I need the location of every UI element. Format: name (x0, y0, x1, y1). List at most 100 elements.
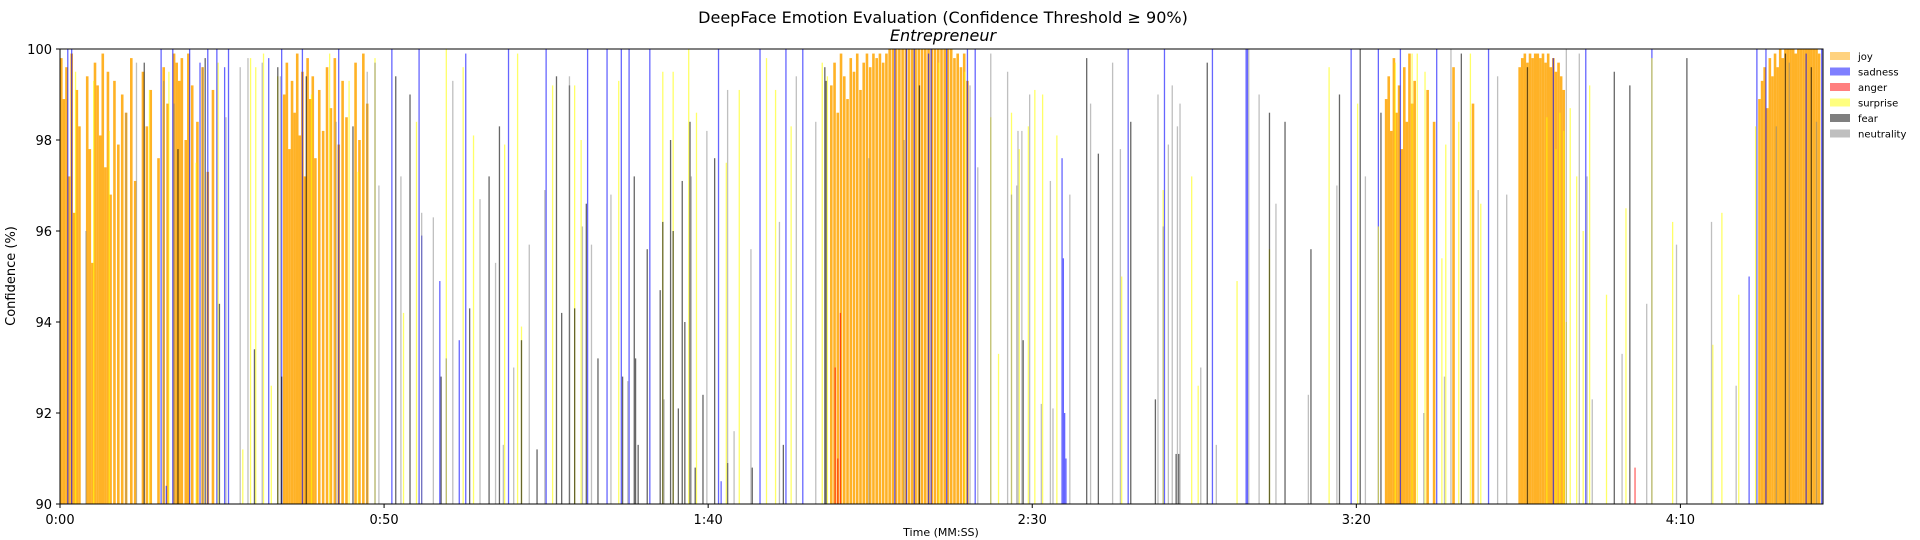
joy-bar (1559, 76, 1563, 505)
neutrality-bar (1215, 444, 1217, 504)
legend-swatch (1830, 52, 1850, 60)
fear-bar (555, 76, 558, 505)
joy-bar (1528, 53, 1532, 505)
surprise-bar (195, 162, 197, 504)
fear-bar (352, 126, 354, 504)
sadness-bar (620, 49, 622, 504)
joy-bar (862, 62, 866, 505)
joy-bar (1765, 108, 1769, 505)
sadness-bar (1487, 49, 1490, 504)
y-tick-label: 96 (35, 225, 52, 240)
joy-bar (1390, 130, 1393, 504)
sadness-bar (1748, 276, 1750, 504)
neutrality-bar (969, 85, 971, 505)
surprise-bar (108, 130, 110, 504)
anger-bar (839, 312, 842, 504)
joy-bar (145, 126, 149, 504)
joy-bar (1471, 103, 1475, 504)
sadness-bar (281, 49, 283, 504)
fear-bar (633, 176, 635, 504)
sadness-bar (759, 49, 761, 504)
joy-bar (940, 49, 943, 504)
sadness-bar (1765, 49, 1767, 504)
joy-bar (88, 149, 92, 504)
joy-bar (1518, 67, 1521, 504)
x-tick-label: 4:10 (1666, 513, 1695, 528)
fear-bar (751, 467, 753, 504)
fear-bar (684, 322, 686, 504)
neutrality-bar (1248, 49, 1250, 504)
fear-bar (824, 67, 826, 504)
joy-bar (157, 158, 160, 504)
surprise-bar (249, 58, 252, 504)
neutrality-bar (627, 381, 629, 504)
plot-frame (59, 48, 1824, 505)
surprise-bar (74, 71, 77, 504)
joy-bar (842, 76, 846, 505)
sadness-bar (465, 53, 467, 505)
surprise-bar (1191, 176, 1193, 504)
legend-label: fear (1858, 114, 1879, 125)
y-tick-label: 92 (35, 407, 52, 422)
neutrality-bar (1179, 103, 1181, 504)
joy-bar (933, 49, 937, 504)
joy-bar (1392, 58, 1396, 504)
y-axis: 90 92 94 96 98 100 (27, 43, 60, 513)
fear-bar (669, 140, 672, 504)
surprise-bar (725, 162, 727, 504)
surprise-bar (1712, 344, 1714, 504)
fear-bar (637, 444, 639, 504)
surprise-bar (148, 89, 151, 504)
neutrality-bar (778, 221, 781, 504)
sadness-bar (338, 49, 340, 504)
series-neutrality (85, 49, 1818, 505)
series-anger (834, 312, 1636, 504)
surprise-bar (1480, 203, 1482, 504)
joy-bar (333, 58, 337, 504)
neutrality-bar (544, 190, 546, 505)
neutrality-bar (1450, 49, 1452, 504)
x-tick-label: 3:20 (1342, 513, 1371, 528)
fear-bar (536, 449, 538, 504)
joy-bar (1533, 53, 1537, 505)
sadness-bar (207, 49, 209, 504)
joy-bar (329, 108, 333, 505)
joy-bar (1541, 53, 1545, 505)
joy-bar (1452, 67, 1455, 504)
joy-bar (96, 85, 99, 505)
surprise-bar (964, 71, 966, 504)
fear-bar (409, 94, 411, 504)
fear-bar (1613, 71, 1615, 504)
joy-bar (1405, 121, 1409, 505)
joy-bar (362, 53, 365, 505)
joy-bar (1531, 58, 1534, 504)
sadness-bar (160, 49, 162, 504)
neutrality-bar (239, 67, 241, 504)
sadness-bar (649, 49, 651, 504)
fear-bar (1526, 67, 1529, 504)
joy-bar (184, 140, 188, 504)
x-tick-label: 1:40 (694, 513, 723, 528)
joy-bar (314, 158, 317, 504)
sadness-bar (966, 49, 969, 504)
sadness-bar (1064, 413, 1066, 504)
surprise-bar (1328, 67, 1330, 504)
joy-bar (60, 58, 63, 504)
sadness-bar (1127, 49, 1129, 504)
surprise-bar (242, 449, 244, 504)
joy-bar (1544, 62, 1547, 505)
neutrality-bar (581, 226, 584, 504)
joy-bar (901, 49, 904, 504)
joy-bar (1539, 58, 1542, 504)
neutrality-bar (432, 217, 434, 504)
chart-title: DeepFace Emotion Evaluation (Confidence … (698, 8, 1188, 27)
joy-bar (872, 53, 875, 505)
sadness-bar (927, 53, 930, 505)
sadness-bar (1350, 49, 1352, 504)
joy-bar (1781, 58, 1785, 504)
joy-bar (1536, 53, 1540, 505)
neutrality-bar (1578, 53, 1580, 505)
surprise-bar (1651, 58, 1653, 504)
joy-bar (865, 53, 869, 505)
joy-bar (1771, 76, 1774, 505)
